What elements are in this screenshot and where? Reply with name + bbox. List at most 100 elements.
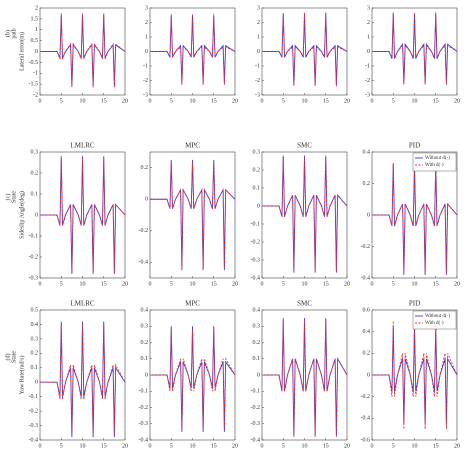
series-line [262, 319, 348, 436]
x-tick-label: 5 [60, 281, 63, 287]
x-tick-label: 5 [282, 443, 285, 449]
x-tick-label: 5 [282, 98, 285, 104]
series-line [372, 164, 458, 274]
y-tick-label: -0.4 [361, 275, 371, 281]
x-tick-label: 15 [433, 98, 439, 104]
y-axis-label: Lateral error(m) [18, 32, 25, 71]
y-tick-label: 1 [35, 27, 38, 33]
y-tick-label: 1.5 [31, 16, 39, 22]
x-tick-label: 10 [80, 281, 86, 287]
x-tick-label: 20 [122, 98, 128, 104]
y-tick-label: -0.3 [29, 275, 39, 281]
x-tick-label: 0 [371, 98, 374, 104]
y-tick-label: 3 [367, 5, 370, 11]
x-tick-label: 0 [39, 443, 42, 449]
y-tick-label: -3 [143, 92, 148, 98]
y-tick-label: 2 [35, 5, 38, 11]
y-tick-label: -0.1 [251, 221, 261, 227]
x-tick-label: 15 [323, 443, 329, 449]
series-line [150, 161, 236, 269]
series-line [262, 12, 348, 87]
y-tick-label: -0.2 [361, 394, 371, 400]
y-tick-label: 3 [257, 5, 260, 11]
y-tick-label: 0.1 [31, 365, 39, 371]
y-tick-label: 0.4 [253, 307, 261, 313]
series-line [40, 324, 126, 435]
y-tick-label: 1 [145, 34, 148, 40]
x-tick-label: 5 [60, 98, 63, 104]
x-tick-label: 0 [261, 98, 264, 104]
y-tick-label: -0.6 [361, 437, 371, 443]
y-tick-label: 0.2 [31, 351, 39, 357]
x-tick-label: 0 [371, 281, 374, 287]
y-tick-label: -0.2 [361, 244, 371, 250]
x-tick-label: 5 [392, 98, 395, 104]
x-tick-label: 0 [261, 281, 264, 287]
x-tick-label: 10 [302, 443, 308, 449]
y-tick-label: -0.3 [139, 421, 149, 427]
x-tick-label: 0 [149, 443, 152, 449]
y-tick-label: 0.3 [31, 149, 39, 155]
y-tick-label: 0.4 [141, 307, 149, 313]
y-tick-label: 0.2 [31, 170, 39, 176]
y-tick-label: 1 [367, 34, 370, 40]
y-tick-label: -0.4 [251, 437, 261, 443]
y-tick-label: -0.2 [139, 228, 149, 234]
row-label: (d) [4, 354, 11, 361]
y-tick-label: 0 [145, 372, 148, 378]
y-tick-label: 0.3 [253, 149, 261, 155]
y-tick-label: 2 [145, 20, 148, 26]
x-tick-label: 5 [282, 281, 285, 287]
y-tick-label: 0 [257, 372, 260, 378]
y-tick-label: -3 [365, 92, 370, 98]
x-tick-label: 5 [392, 281, 395, 287]
x-tick-label: 10 [190, 443, 196, 449]
x-tick-label: 5 [392, 443, 395, 449]
x-tick-label: 10 [412, 281, 418, 287]
y-tick-label: -0.1 [139, 389, 149, 395]
y-tick-label: -2 [255, 78, 260, 84]
y-tick-label: 0 [367, 49, 370, 55]
x-tick-label: 15 [101, 443, 107, 449]
y-tick-label: -0.1 [29, 394, 39, 400]
x-tick-label: 15 [433, 281, 439, 287]
x-tick-label: 15 [323, 281, 329, 287]
y-tick-label: 3 [145, 5, 148, 11]
x-tick-label: 10 [80, 443, 86, 449]
y-tick-label: -0.5 [29, 60, 39, 66]
series-line [40, 156, 126, 274]
y-tick-label: -0.3 [251, 421, 261, 427]
y-tick-label: 0 [35, 49, 38, 55]
x-tick-label: 20 [454, 98, 460, 104]
row-sublabel: path [11, 28, 17, 38]
y-tick-label: -2 [143, 78, 148, 84]
y-tick-label: -0.4 [139, 437, 149, 443]
y-tick-label: 0.5 [31, 307, 39, 313]
x-tick-label: 15 [101, 98, 107, 104]
panel-title: PID [409, 300, 420, 308]
y-tick-label: 0.1 [253, 356, 261, 362]
series-line [40, 13, 126, 88]
row-sublabel: State [11, 191, 17, 203]
y-tick-label: -0.3 [251, 257, 261, 263]
x-tick-label: 5 [60, 443, 63, 449]
panel-title: LMLRC [70, 142, 94, 150]
x-tick-label: 20 [232, 281, 238, 287]
y-tick-label: -3 [255, 92, 260, 98]
series-line [262, 157, 348, 271]
y-tick-label: -0.2 [139, 405, 149, 411]
x-tick-label: 20 [454, 443, 460, 449]
y-tick-label: 0.1 [31, 191, 39, 197]
y-tick-label: 0.4 [363, 329, 371, 335]
y-tick-label: 0.1 [141, 356, 149, 362]
panel-title: SMC [297, 142, 312, 150]
x-tick-label: 10 [302, 98, 308, 104]
x-tick-label: 20 [344, 98, 350, 104]
legend-label: Without d(·) [425, 314, 450, 319]
y-tick-label: 0.2 [363, 351, 371, 357]
y-tick-label: 0 [145, 197, 148, 203]
y-tick-label: 0 [35, 380, 38, 386]
y-tick-label: -1 [33, 71, 38, 77]
y-tick-label: -0.1 [29, 233, 39, 239]
